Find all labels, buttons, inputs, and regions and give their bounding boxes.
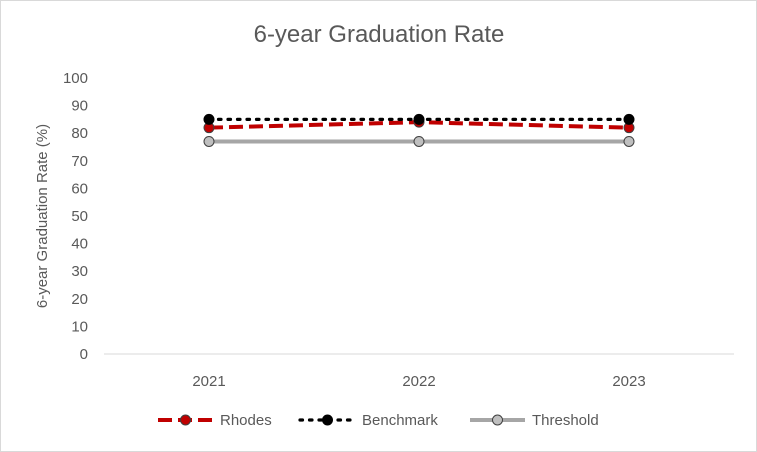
legend-item-threshold: Threshold: [470, 412, 599, 429]
series-benchmark: [203, 113, 635, 125]
chart-title: 6-year Graduation Rate: [254, 21, 505, 48]
legend-item-benchmark: Benchmark: [298, 412, 438, 429]
y-tick-label: 10: [71, 318, 88, 335]
legend-label-rhodes: Rhodes: [220, 412, 272, 429]
legend-marker-rhodes: [180, 414, 191, 426]
legend-label-threshold: Threshold: [532, 412, 599, 429]
y-tick-label: 80: [71, 125, 88, 142]
y-tick-label: 40: [71, 236, 88, 253]
series-layer: [203, 113, 635, 147]
y-tick-label: 50: [71, 208, 88, 225]
y-tick-label: 100: [63, 70, 88, 87]
legend-label-benchmark: Benchmark: [362, 412, 438, 429]
x-tick-label: 2023: [612, 373, 645, 390]
y-tick-label: 20: [71, 291, 88, 308]
y-tick-label: 90: [71, 98, 88, 115]
data-point-threshold: [203, 135, 215, 147]
series-threshold: [203, 135, 635, 147]
legend: Rhodes Benchmark Threshold: [158, 412, 599, 429]
y-tick-label: 0: [80, 346, 88, 363]
data-point-threshold: [623, 135, 635, 147]
y-tick-label: 60: [71, 180, 88, 197]
y-axis-label: 6-year Graduation Rate (%): [34, 124, 51, 308]
y-tick-label: 70: [71, 153, 88, 170]
x-tick-label: 2021: [192, 373, 225, 390]
y-tick-label: 30: [71, 263, 88, 280]
x-tick-labels: 2021 2022 2023: [192, 373, 645, 390]
legend-marker-threshold: [492, 414, 503, 426]
data-point-benchmark: [413, 113, 425, 125]
legend-marker-benchmark: [322, 414, 333, 426]
data-point-threshold: [413, 135, 425, 147]
x-tick-label: 2022: [402, 373, 435, 390]
legend-item-rhodes: Rhodes: [158, 412, 272, 429]
y-tick-labels: 0 10 20 30 40 50 60 70 80 90 100: [63, 70, 88, 363]
data-point-benchmark: [623, 113, 635, 125]
data-point-benchmark: [203, 113, 215, 125]
